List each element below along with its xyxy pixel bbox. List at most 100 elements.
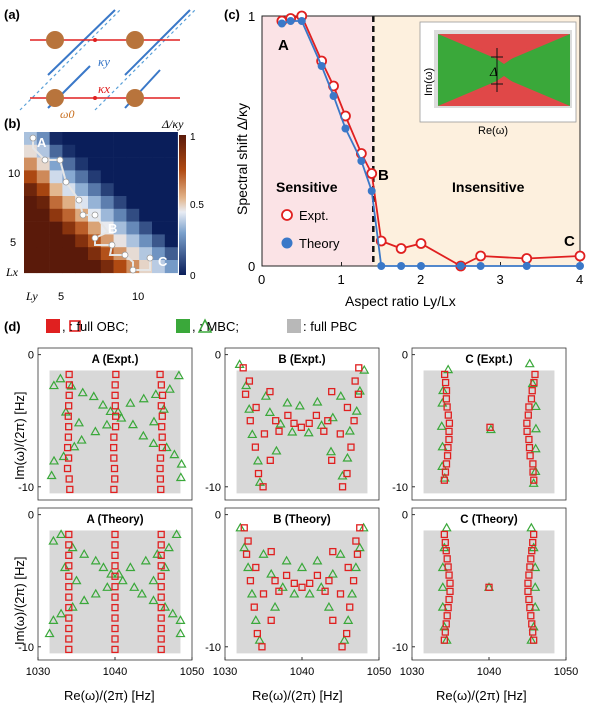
heatmap-cell	[100, 132, 114, 146]
mbc-marker	[90, 588, 101, 598]
obc-marker	[338, 643, 346, 651]
obc-marker	[440, 636, 448, 644]
obc-marker	[442, 395, 451, 403]
heatmap-cell	[100, 170, 114, 184]
obc-marker	[275, 427, 283, 435]
heatmap-cell	[139, 196, 153, 210]
resonator	[126, 89, 144, 107]
mbc-marker	[46, 470, 57, 480]
obc-marker	[65, 475, 73, 483]
obc-marker	[157, 485, 165, 494]
mbc-marker	[437, 582, 448, 591]
heatmap-cell	[62, 132, 76, 146]
legend-pbc-filled	[287, 319, 301, 333]
obc-marker	[240, 524, 248, 532]
subplot-xtick-label: 1050	[554, 666, 578, 678]
inset-delta-label: Δ	[489, 64, 498, 79]
obc-marker	[64, 412, 72, 420]
heatmap-xtick: 5	[58, 291, 64, 303]
heatmap-cell	[139, 234, 153, 248]
obc-marker	[275, 587, 283, 595]
subplot-ytick-label: 0	[28, 510, 34, 522]
subplot-ytick-label: 0	[28, 350, 34, 362]
heatmap-cell	[152, 234, 166, 248]
mbc-marker	[266, 568, 277, 578]
mbc-marker	[350, 562, 361, 572]
heatmap-cell	[164, 132, 178, 146]
obc-marker	[290, 579, 298, 587]
heatmap-cell	[36, 208, 50, 222]
inset-mbc-region	[438, 34, 570, 106]
panel-b-label: (b)	[4, 116, 21, 131]
obc-marker	[110, 454, 118, 462]
mbc-marker	[160, 562, 171, 572]
obc-marker	[441, 378, 450, 387]
heatmap-cell	[49, 183, 63, 197]
heatmap-cell	[88, 221, 102, 235]
obc-marker	[65, 635, 73, 643]
mbc-marker	[176, 458, 187, 468]
path-point	[108, 241, 116, 249]
heatmap-cell	[126, 132, 140, 146]
obc-marker	[346, 603, 354, 611]
obc-marker	[157, 572, 165, 580]
heatmap-cell	[75, 157, 89, 171]
obc-marker	[252, 403, 260, 412]
heatmap-cell	[24, 221, 38, 235]
heatmap-cell	[139, 183, 153, 197]
heatmap-cell	[164, 221, 178, 235]
subplot-title: A (Expt.)	[92, 354, 139, 366]
panel-a-label: (a)	[4, 7, 20, 22]
heatmap-cell	[152, 132, 166, 146]
obc-marker	[530, 636, 538, 644]
heatmap-cell	[24, 170, 38, 184]
mbc-marker	[148, 438, 159, 448]
region-label-sensitive: Sensitive	[276, 179, 338, 195]
legend-mbc-text: , : MBC;	[192, 319, 239, 334]
mbc-marker	[138, 393, 149, 403]
heatmap-cell	[88, 196, 102, 210]
heatmap-cell	[24, 234, 38, 248]
obc-marker	[528, 547, 536, 555]
obc-marker	[258, 643, 266, 651]
data-point-theory	[576, 262, 584, 270]
obc-marker	[485, 583, 493, 591]
coupling-line-ky	[124, 9, 191, 76]
obc-marker	[65, 370, 73, 379]
obc-marker	[282, 571, 291, 580]
mbc-marker	[136, 588, 147, 598]
heatmap-cell	[164, 144, 178, 158]
colorbar-tick: 0	[190, 271, 196, 282]
obc-marker	[527, 395, 536, 403]
data-point-theory	[456, 262, 465, 270]
obc-marker	[442, 547, 450, 555]
obc-marker	[440, 370, 449, 379]
resonator	[46, 89, 64, 107]
obc-marker	[157, 624, 165, 633]
heatmap-cell	[49, 260, 63, 274]
obc-marker	[111, 551, 119, 559]
path-point	[56, 156, 64, 164]
data-point-theory	[476, 262, 485, 270]
obc-marker	[111, 645, 119, 654]
data-point-theory	[277, 19, 286, 28]
obc-marker	[526, 452, 534, 460]
obc-marker	[443, 612, 451, 620]
panel-c-label: (c)	[224, 7, 240, 22]
data-point-theory	[286, 17, 295, 25]
mbc-marker	[175, 472, 186, 482]
mbc-marker	[79, 549, 90, 558]
heatmap-cell	[100, 221, 114, 235]
obc-marker	[111, 475, 119, 483]
obc-marker	[440, 476, 449, 484]
pbc-region	[236, 530, 368, 654]
mbc-marker	[163, 542, 174, 552]
heatmap-cell	[62, 144, 76, 158]
mbc-marker	[282, 397, 293, 407]
path-point	[146, 254, 154, 262]
heatmap-cell	[49, 234, 63, 248]
mbc-marker	[316, 582, 327, 591]
heatmap-cell	[164, 247, 178, 261]
mbc-marker	[354, 385, 365, 395]
